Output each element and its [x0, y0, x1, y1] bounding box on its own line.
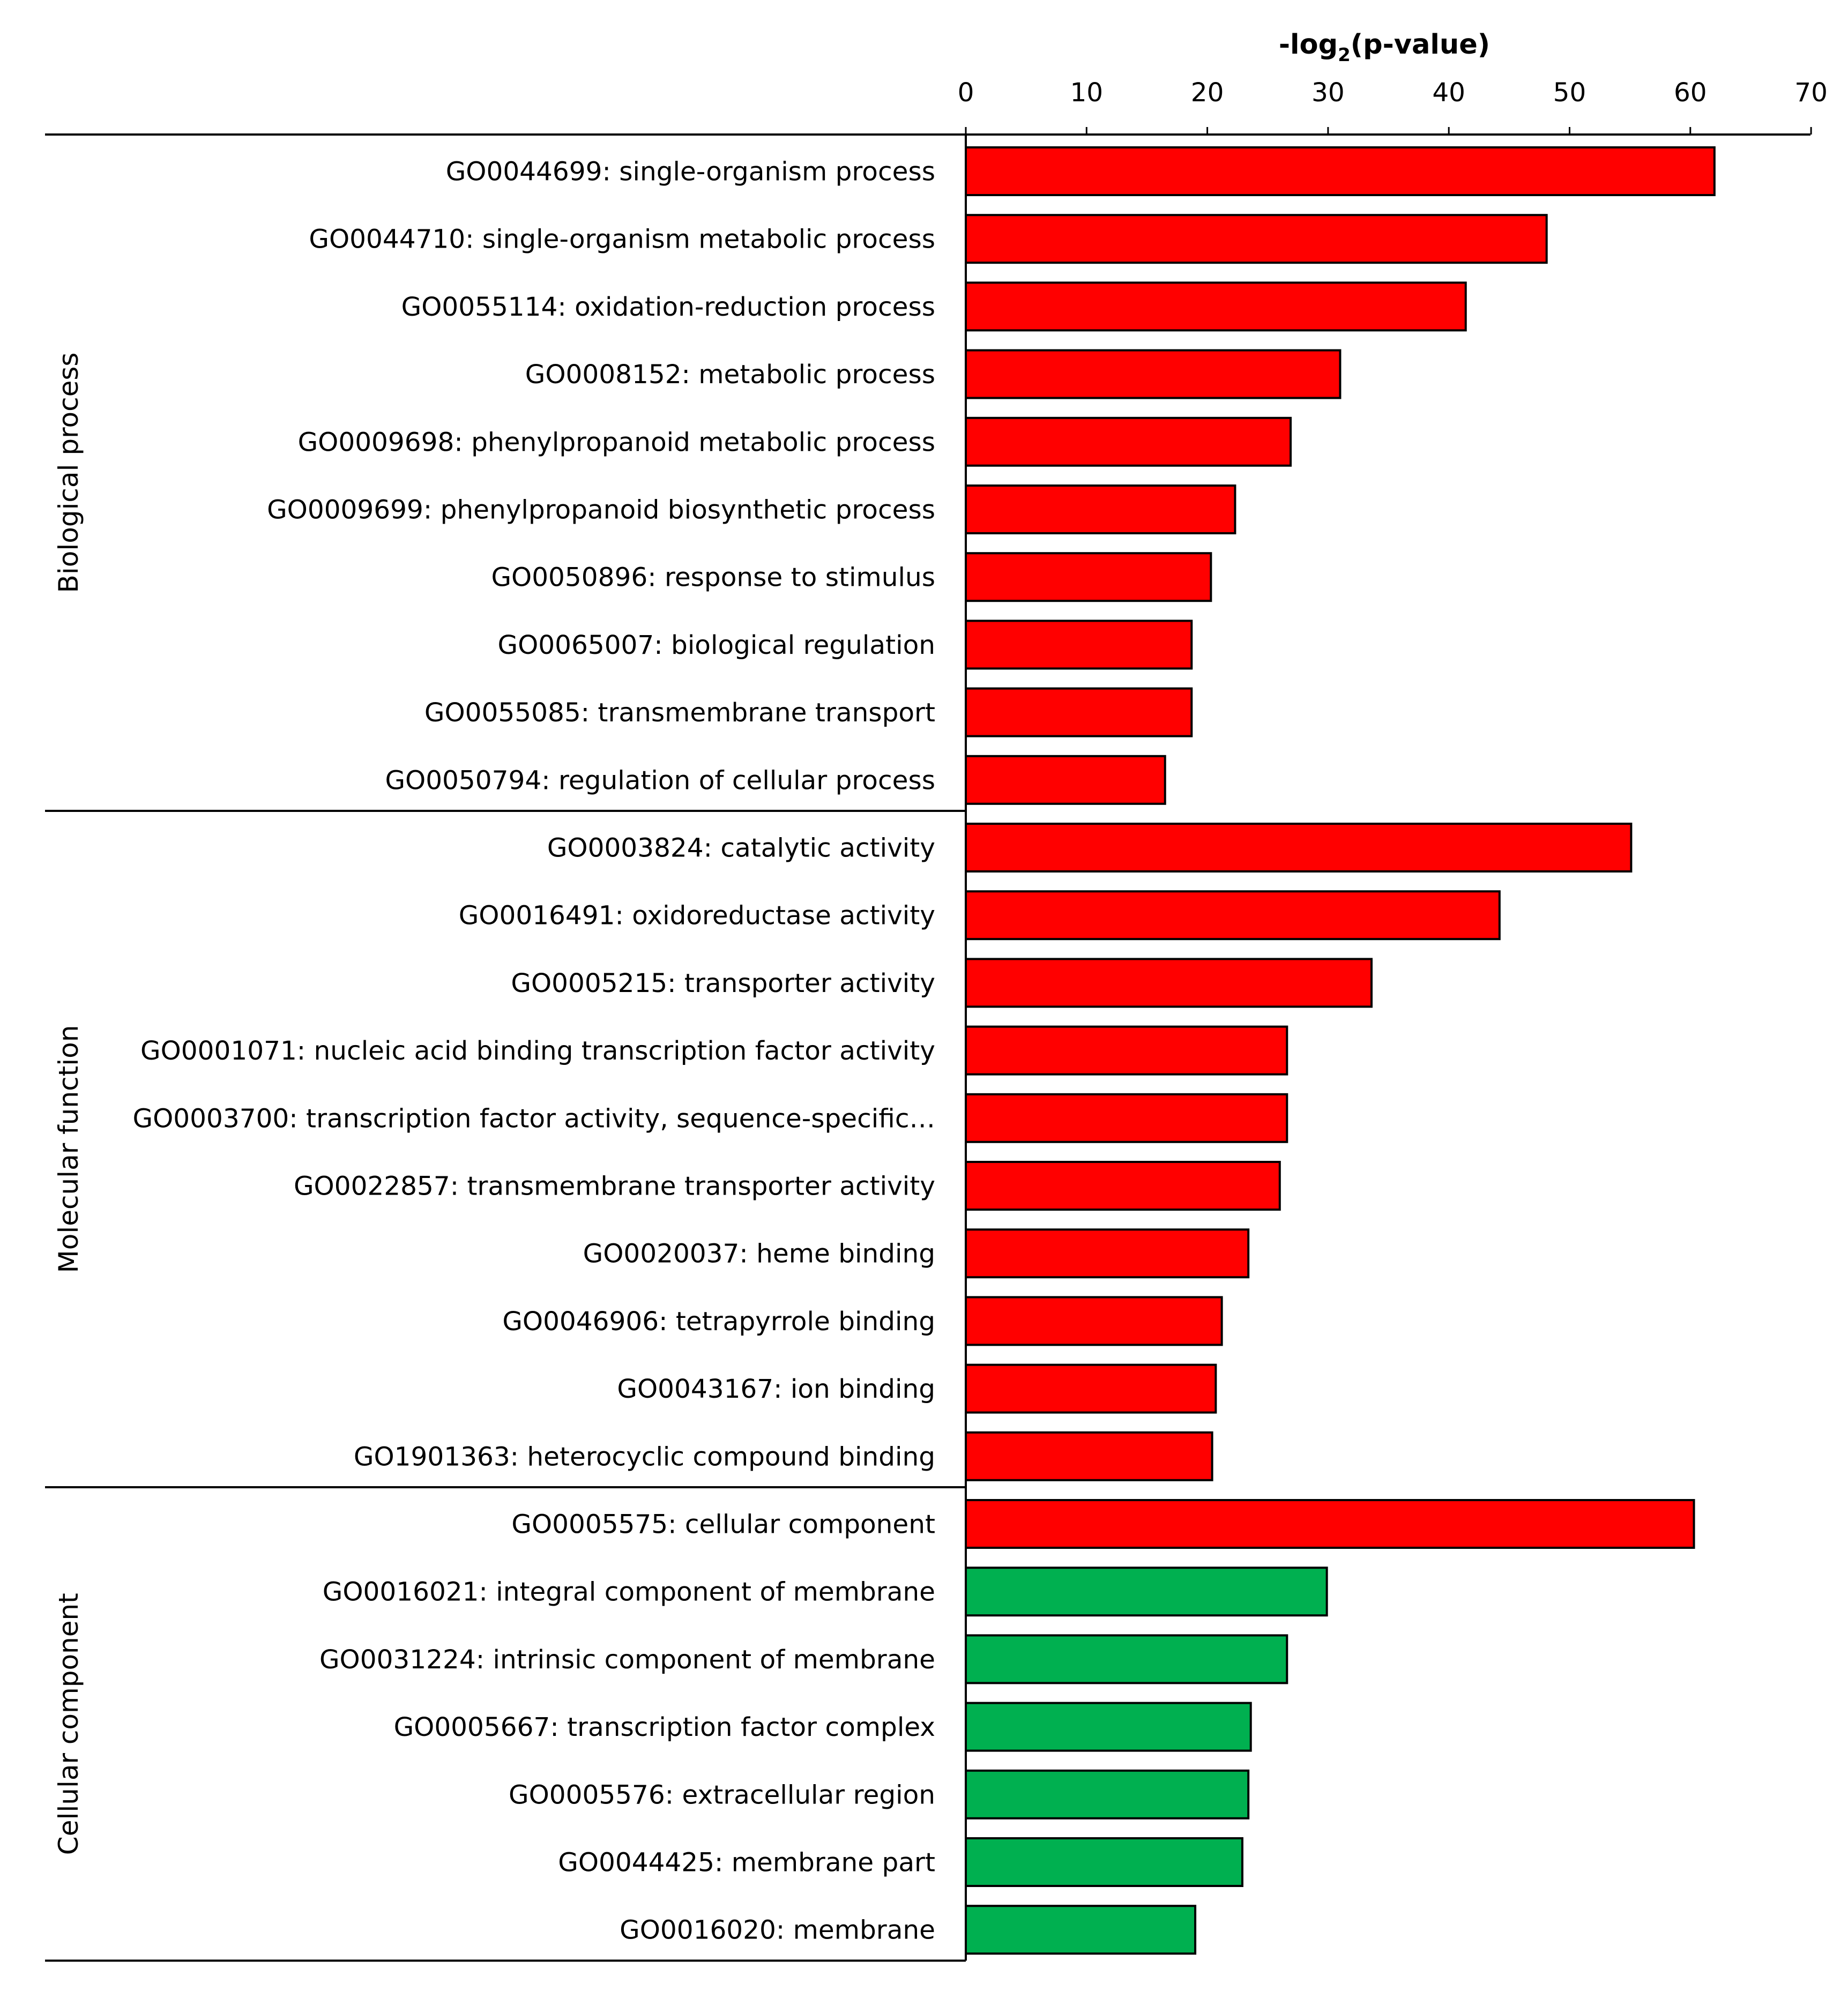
group-label: Biological process	[53, 353, 84, 593]
bar	[965, 1161, 1281, 1211]
category-label: GO0044699: single-organism process	[446, 157, 935, 187]
bar	[965, 1025, 1288, 1076]
bar	[965, 1296, 1223, 1346]
category-label: GO0050896: response to stimulus	[491, 563, 935, 593]
bar	[965, 620, 1193, 670]
bar	[965, 890, 1501, 941]
bar	[965, 281, 1467, 332]
category-label: GO0020037: heme binding	[583, 1239, 935, 1269]
bar	[965, 1905, 1197, 1955]
bar	[965, 1567, 1328, 1617]
bar	[965, 755, 1166, 805]
bar	[965, 1837, 1243, 1887]
category-label: GO0050794: regulation of cellular proces…	[385, 765, 935, 795]
x-tick-label: 40	[1432, 78, 1465, 108]
category-label: GO0043167: ion binding	[617, 1374, 935, 1404]
x-tick-label: 50	[1553, 78, 1586, 108]
bar	[965, 416, 1292, 467]
x-tick-label: 30	[1312, 78, 1345, 108]
category-label: GO0016020: membrane	[620, 1915, 935, 1945]
bar	[965, 1702, 1252, 1752]
category-label: GO0055114: oxidation-reduction process	[401, 292, 935, 322]
x-tick-label: 20	[1191, 78, 1224, 108]
category-label: GO0005215: transporter activity	[511, 968, 935, 998]
bar	[965, 146, 1716, 196]
x-axis-title: -log2(p-value)	[1279, 29, 1490, 66]
bar	[965, 1634, 1288, 1684]
category-label: GO0055085: transmembrane transport	[424, 698, 935, 728]
x-tick-label: 70	[1794, 78, 1828, 108]
bars	[965, 146, 1716, 1955]
bar	[965, 1431, 1213, 1481]
category-label: GO0005576: extracellular region	[509, 1780, 935, 1810]
bar	[965, 687, 1193, 737]
category-label: GO1901363: heterocyclic compound binding	[354, 1442, 935, 1472]
bar	[965, 214, 1548, 264]
x-axis-title-subscript: 2	[1338, 44, 1351, 66]
category-label: GO0008152: metabolic process	[525, 360, 935, 390]
group-label: Molecular function	[53, 1025, 84, 1273]
bar	[965, 552, 1212, 602]
bar	[965, 349, 1342, 399]
category-label: GO0005667: transcription factor complex	[394, 1712, 935, 1742]
category-label: GO0022857: transmembrane transporter act…	[294, 1172, 935, 1202]
x-axis-title-main: -log	[1279, 29, 1338, 61]
bar	[965, 1093, 1288, 1143]
category-label: GO0031224: intrinsic component of membra…	[319, 1645, 935, 1675]
bar	[965, 958, 1373, 1008]
category-label: GO0001071: nucleic acid binding transcri…	[140, 1036, 935, 1066]
group-label: Cellular component	[53, 1593, 84, 1855]
category-label: GO0046906: tetrapyrrole binding	[502, 1307, 935, 1337]
category-label: GO0003824: catalytic activity	[547, 833, 935, 863]
bar	[965, 1769, 1250, 1820]
x-axis-title-suffix: (p-value)	[1351, 29, 1490, 61]
category-label: GO0065007: biological regulation	[498, 630, 935, 660]
bar	[965, 1228, 1250, 1279]
bar	[965, 484, 1236, 534]
category-labels: GO0044699: single-organism process GO0044…	[133, 157, 935, 1945]
x-tick-label: 0	[958, 78, 974, 108]
category-label: GO0044710: single-organism metabolic pro…	[309, 225, 935, 255]
bar	[965, 823, 1633, 873]
group-labels: Biological process Molecular function Cell…	[53, 353, 84, 1855]
bar	[965, 1499, 1695, 1549]
category-label: GO0003700: transcription factor activity…	[133, 1103, 935, 1134]
bar	[965, 1363, 1217, 1414]
category-label: GO0009699: phenylpropanoid biosynthetic …	[267, 495, 935, 525]
category-label: GO0044425: membrane part	[558, 1848, 935, 1878]
x-tick-label: 10	[1070, 78, 1103, 108]
category-label: GO0005575: cellular component	[511, 1510, 935, 1540]
x-tick-label: 60	[1674, 78, 1707, 108]
category-label: GO0016491: oxidoreductase activity	[459, 901, 935, 931]
category-label: GO0016021: integral component of membran…	[323, 1577, 935, 1607]
category-label: GO0009698: phenylpropanoid metabolic pro…	[298, 427, 935, 457]
